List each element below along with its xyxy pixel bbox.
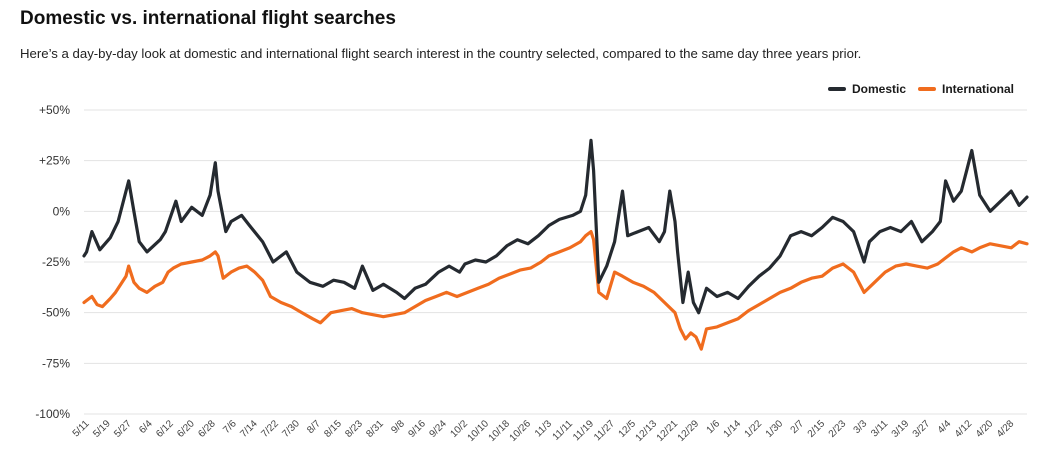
x-tick-label: 5/27 [112,418,134,440]
x-tick-label: 7/30 [280,418,302,440]
x-tick-label: 4/12 [953,418,975,440]
series-line-domestic [82,138,1029,315]
legend: Domestic International [828,82,1014,96]
x-tick-label: 7/14 [238,418,260,440]
x-tick-label: 11/11 [551,418,576,443]
x-tick-label: 1/22 [743,418,765,440]
x-tick-label: 8/7 [305,418,323,436]
x-tick-label: 1/30 [764,418,786,440]
y-tick-label: +50% [39,103,70,117]
x-tick-label: 8/15 [322,418,344,440]
x-tick-label: 3/19 [890,418,912,440]
x-tick-label: 2/23 [827,418,849,440]
x-tick-label: 7/6 [221,418,239,436]
x-tick-label: 11/27 [592,418,617,443]
x-tick-label: 9/24 [427,418,449,440]
x-tick-label: 1/14 [722,418,744,440]
x-axis-ticks: 5/11 5/19 5/27 6/4 6/12 6/20 6/28 7/6 7/14 7/22 7/… [71,418,1017,444]
y-tick-label: +25% [39,154,70,168]
legend-label-international: International [942,82,1014,96]
y-tick-label: -75% [42,356,70,370]
x-tick-label: 9/8 [389,418,407,436]
x-tick-label: 11/19 [571,418,596,443]
x-tick-label: 10/26 [508,418,534,444]
gridlines [84,109,1027,415]
x-tick-label: 7/22 [259,418,281,440]
y-tick-label: 0% [53,204,71,218]
y-tick-label: -25% [42,255,70,269]
x-tick-label: 10/18 [487,418,513,444]
series-line-international [82,230,1029,351]
x-tick-label: 10/10 [466,418,492,444]
x-tick-label: 4/28 [995,418,1017,440]
x-tick-label: 12/21 [655,418,681,444]
series-lines [82,138,1029,351]
x-tick-label: 6/20 [175,418,197,440]
x-tick-label: 5/19 [91,418,113,440]
x-tick-label: 6/12 [154,418,176,440]
x-tick-label: 2/15 [806,418,828,440]
x-tick-label: 3/27 [911,418,933,440]
x-tick-label: 8/23 [343,418,365,440]
chart-subtitle: Here’s a day-by-day look at domestic and… [20,46,862,61]
x-tick-label: 4/4 [936,418,954,436]
x-tick-label: 12/29 [676,418,702,444]
x-tick-label: 9/16 [406,418,428,440]
x-tick-label: 6/28 [196,418,218,440]
legend-label-domestic: Domestic [852,82,906,96]
x-tick-label: 6/4 [137,418,155,436]
x-tick-label: 4/20 [974,418,996,440]
x-tick-label: 1/6 [705,418,723,436]
x-tick-label: 5/11 [71,418,92,439]
chart-title: Domestic vs. international flight search… [20,8,396,29]
x-tick-label: 3/3 [852,418,870,436]
y-axis-ticks: +50% +25% 0% -25% -50% -75% -100% [35,103,70,421]
y-tick-label: -50% [42,306,70,320]
x-tick-label: 12/13 [634,418,660,444]
y-tick-label: -100% [35,407,70,421]
x-tick-label: 2/7 [789,418,807,436]
x-tick-label: 3/11 [869,418,890,439]
x-tick-label: 8/31 [364,418,386,440]
